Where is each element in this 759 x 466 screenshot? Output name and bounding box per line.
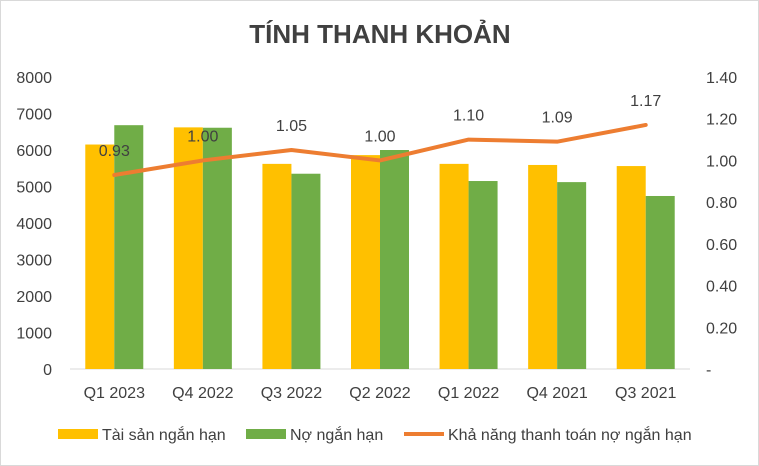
left-axis-tick-label: 4000 (16, 216, 52, 233)
bar-current-assets (351, 155, 380, 369)
right-axis-tick-label: 0.40 (706, 279, 737, 296)
current-ratio-data-label: 1.00 (187, 128, 218, 145)
bar-current-liabilities (380, 150, 409, 369)
x-axis-tick-label: Q1 2023 (84, 385, 145, 402)
x-axis-tick-label: Q3 2022 (261, 385, 322, 402)
bar-current-assets (439, 163, 469, 369)
bar-current-liabilities (114, 125, 144, 370)
current-ratio-data-label: 1.10 (453, 108, 484, 125)
bar-current-liabilities (557, 182, 587, 369)
left-axis-tick-label: 7000 (16, 107, 52, 124)
current-ratio-data-label: 1.17 (630, 93, 661, 110)
legend-label: Nợ ngắn hạn (290, 425, 383, 444)
x-axis-tick-label: Q4 2022 (172, 385, 233, 402)
bar-current-assets (173, 127, 203, 370)
bar-series (85, 125, 675, 370)
line-series (112, 122, 648, 178)
right-axis-tick-label: 1.20 (706, 112, 737, 129)
legend-label: Tài sản ngắn hạn (102, 425, 226, 444)
bar-current-liabilities (468, 181, 498, 369)
legend-swatch (58, 429, 98, 439)
legend: Tài sản ngắn hạn Nợ ngắn hạn Khả năng than… (58, 425, 692, 444)
bar-current-assets (262, 163, 292, 369)
right-axis-tick-label: 1.40 (706, 70, 737, 87)
left-axis: 0 1000 2000 3000 4000 5000 6000 7000 8000 (16, 70, 52, 379)
left-axis-tick-label: 6000 (16, 143, 52, 160)
right-axis-tick-label: 0.60 (706, 237, 737, 254)
right-axis-tick-label: 0.20 (706, 320, 737, 337)
left-axis-tick-label: 2000 (16, 289, 52, 306)
bar-current-assets (85, 144, 115, 369)
current-ratio-data-label: 0.93 (99, 143, 130, 160)
x-axis-tick-label: Q3 2021 (615, 385, 676, 402)
current-ratio-data-label: 1.09 (542, 110, 573, 127)
bar-current-assets (528, 164, 558, 369)
x-axis-tick-label: Q2 2022 (349, 385, 410, 402)
right-axis-tick-label: 0.80 (706, 195, 737, 212)
current-ratio-data-label: 1.00 (364, 128, 395, 145)
right-axis-tick-label: - (706, 362, 711, 379)
bar-current-liabilities (291, 173, 321, 369)
x-axis-tick-label: Q4 2021 (526, 385, 587, 402)
legend-swatch (246, 429, 286, 439)
left-axis-tick-label: 3000 (16, 253, 52, 270)
bar-current-assets (616, 166, 646, 369)
x-axis-tick-label: Q1 2022 (438, 385, 499, 402)
right-axis-tick-label: 1.00 (706, 153, 737, 170)
left-axis-tick-label: 0 (43, 362, 52, 379)
current-ratio-data-label: 1.05 (276, 118, 307, 135)
left-axis-tick-label: 1000 (16, 326, 52, 343)
left-axis-tick-label: 5000 (16, 180, 52, 197)
chart-title: TÍNH THANH KHOẢN (249, 19, 510, 49)
legend-label: Khả năng thanh toán nợ ngắn hạn (448, 425, 692, 444)
left-axis-tick-label: 8000 (16, 70, 52, 87)
x-axis: Q1 2023 Q4 2022 Q3 2022 Q2 2022 Q1 2022 Q4 20… (84, 385, 677, 402)
right-axis: - 0.20 0.40 0.60 0.80 1.00 1.20 1.40 (706, 70, 737, 379)
bar-current-liabilities (202, 127, 232, 369)
bar-current-liabilities (645, 195, 675, 369)
data-labels: 0.93 1.00 1.05 1.00 1.10 1.09 1.17 (99, 93, 662, 160)
